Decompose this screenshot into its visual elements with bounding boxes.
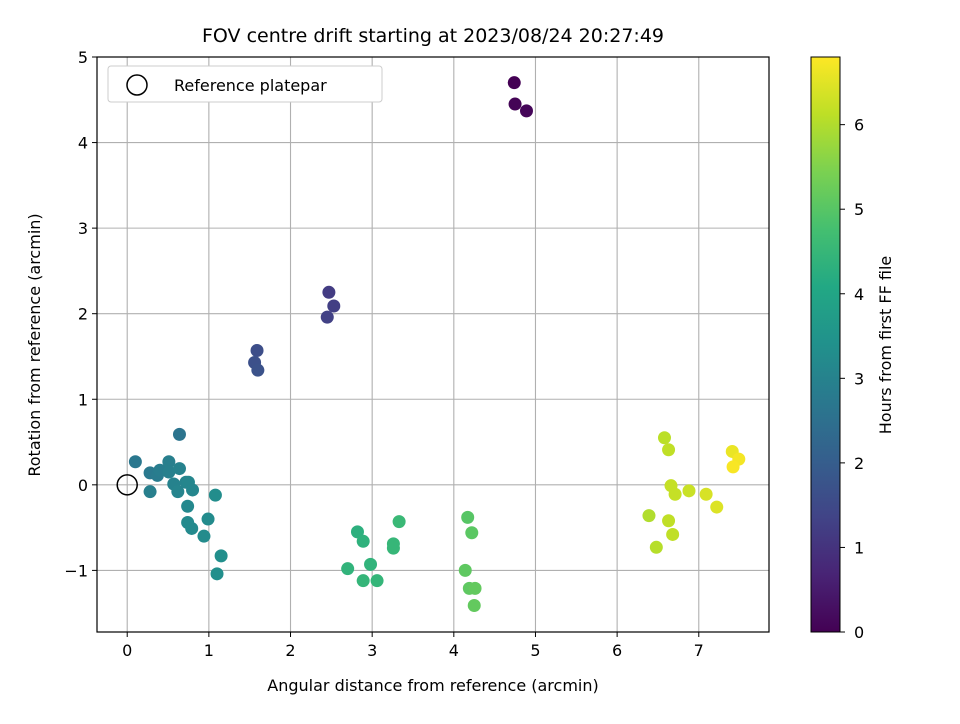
colorbar: [810, 56, 841, 633]
scatter-point: [710, 500, 724, 514]
scatter-point: [642, 509, 656, 523]
scatter-point: [327, 299, 341, 313]
y-tick-label: 1: [78, 390, 88, 409]
scatter-point: [162, 465, 176, 479]
scatter-point: [461, 510, 475, 524]
scatter-point: [322, 285, 336, 299]
scatter-point: [657, 431, 671, 445]
scatter-point: [208, 488, 222, 502]
x-tick-label: 5: [530, 641, 540, 660]
scatter-point: [386, 541, 400, 555]
scatter-point: [162, 455, 176, 469]
scatter-point: [214, 549, 228, 563]
y-tick-label: 3: [78, 219, 88, 238]
scatter-point: [143, 485, 157, 499]
legend-marker: [126, 74, 148, 96]
scatter-point: [251, 363, 265, 377]
scatter-point: [467, 598, 481, 612]
x-tick-label: 0: [122, 641, 132, 660]
colorbar-label: Hours from first FF file: [876, 256, 895, 435]
scatter-point: [320, 310, 334, 324]
scatter-point: [181, 499, 195, 513]
x-tick-label: 3: [367, 641, 377, 660]
scatter-point: [662, 443, 676, 457]
x-axis-label: Angular distance from reference (arcmin): [267, 676, 598, 695]
scatter-point: [350, 525, 364, 539]
scatter-point: [171, 485, 185, 499]
x-tick-label: 2: [285, 641, 295, 660]
scatter-point: [668, 487, 682, 501]
x-axis-ticks: 0 1 2 3 4 5 6 7: [122, 632, 704, 660]
colorbar-tick-label: 4: [854, 285, 864, 304]
scatter-point: [507, 76, 521, 90]
legend-label: Reference platepar: [174, 76, 327, 95]
scatter-point: [172, 427, 186, 441]
scatter-point: [458, 563, 472, 577]
scatter-point: [465, 526, 479, 540]
colorbar-ticks: 0 1 2 3 4 5 6: [840, 116, 864, 642]
y-axis-label: Rotation from reference (arcmin): [25, 213, 44, 476]
colorbar-tick-label: 5: [854, 200, 864, 219]
scatter-point: [662, 514, 676, 528]
scatter-point: [210, 567, 224, 581]
scatter-point: [649, 540, 663, 554]
scatter-point: [468, 581, 482, 595]
reference-marker: [116, 474, 138, 496]
y-tick-label: −1: [64, 561, 88, 580]
scatter-point: [128, 455, 142, 469]
y-tick-label: 2: [78, 305, 88, 324]
colorbar-tick-label: 3: [854, 369, 864, 388]
scatter-point: [392, 515, 406, 529]
scatter-point: [250, 343, 264, 357]
scatter-point: [519, 104, 533, 118]
y-tick-label: 0: [78, 476, 88, 495]
y-axis-ticks: −1 0 1 2 3 4 5: [64, 48, 97, 580]
scatter-point: [172, 462, 186, 476]
scatter-point: [201, 512, 215, 526]
x-tick-label: 1: [204, 641, 214, 660]
scatter-point: [699, 487, 713, 501]
x-tick-label: 7: [694, 641, 704, 660]
scatter-point: [356, 574, 370, 588]
colorbar-tick-label: 0: [854, 623, 864, 642]
scatter-point: [185, 521, 199, 535]
reference-marker-group: [116, 474, 138, 496]
x-tick-label: 4: [449, 641, 459, 660]
y-tick-label: 4: [78, 134, 88, 153]
scatter-point: [666, 527, 680, 541]
colorbar-tick-label: 1: [854, 538, 864, 557]
scatter-point: [186, 483, 200, 497]
legend: Reference platepar: [107, 65, 383, 103]
colorbar-tick-label: 6: [854, 116, 864, 135]
scatter-point: [197, 529, 211, 543]
grid-lines: [97, 56, 769, 632]
colorbar-tick-label: 2: [854, 454, 864, 473]
plot-frame: [96, 56, 770, 633]
data-points: [128, 76, 746, 612]
scatter-point: [508, 97, 522, 111]
y-tick-label: 5: [78, 48, 88, 67]
scatter-point: [356, 534, 370, 548]
chart-title: FOV centre drift starting at 2023/08/24 …: [202, 25, 664, 47]
x-tick-label: 6: [612, 641, 622, 660]
scatter-point: [364, 557, 378, 571]
scatter-point: [370, 574, 384, 588]
legend-box: [107, 65, 383, 103]
scatter-point: [341, 562, 355, 576]
scatter-point: [726, 460, 740, 474]
scatter-point: [682, 484, 696, 498]
